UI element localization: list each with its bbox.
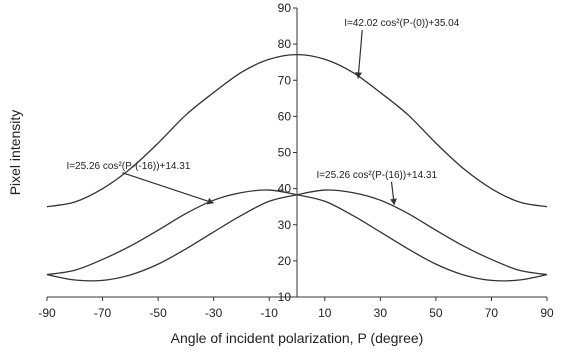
y-axis-label: Pixel intensity [7, 110, 23, 196]
y-tick-label: 10 [278, 290, 292, 304]
y-tick-label: 20 [278, 254, 292, 268]
y-tick-label: 70 [278, 73, 292, 87]
y-tick-label: 30 [278, 218, 292, 232]
x-tick-label: 30 [374, 306, 388, 320]
x-tick-label: -30 [205, 306, 223, 320]
y-tick-label: 90 [278, 1, 292, 15]
x-tick-label: -90 [38, 306, 56, 320]
series-lines [46, 53, 548, 282]
y-tick-label: 80 [278, 37, 292, 51]
x-tick-label: -50 [149, 306, 167, 320]
equation-label-3: I=25.26 cos²(P-(16))+14.31 [316, 170, 437, 181]
equation-annotations: I=42.02 cos²(P-(0))+35.04 I=25.26 cos²(P-… [66, 18, 460, 205]
x-tick-label: -70 [94, 306, 112, 320]
y-tick-label: 50 [278, 146, 292, 160]
annotation-arrow [357, 30, 363, 79]
annotation-arrowhead [355, 72, 363, 79]
x-tick-label: 50 [429, 306, 443, 320]
series-line-3 [46, 189, 548, 282]
x-tick-label: -10 [261, 306, 279, 320]
x-tick-label: 10 [318, 306, 332, 320]
x-axis: -90 -70 -50 -30 -10 10 30 50 70 90 [38, 296, 554, 320]
equation-label-1: I=42.02 cos²(P-(0))+35.04 [344, 18, 459, 29]
annotation-arrowhead [390, 198, 397, 205]
x-axis-label: Angle of incident polarization, P (degre… [171, 330, 424, 346]
equation-label-2: I=25.26 cos²(P-(-16))+14.31 [66, 161, 190, 172]
x-tick-label: 90 [540, 306, 554, 320]
annotation-arrow [122, 172, 214, 204]
x-tick-label: 70 [485, 306, 499, 320]
y-tick-label: 60 [278, 109, 292, 123]
series-line-1 [46, 53, 548, 208]
annotation-arrowhead [206, 197, 214, 205]
